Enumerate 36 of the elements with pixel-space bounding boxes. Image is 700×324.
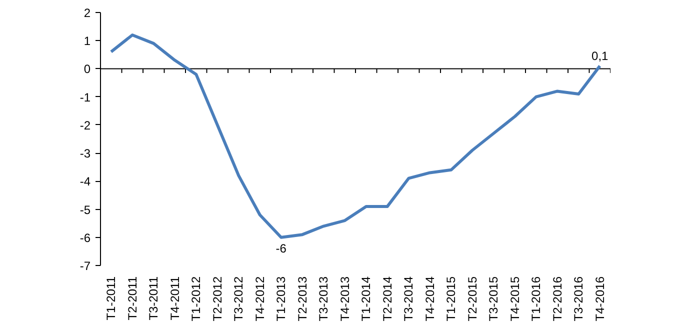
data-label: -6 <box>276 241 287 256</box>
x-tick-label: T4-2011 <box>168 276 182 320</box>
x-tick-label: T3-2016 <box>572 276 586 322</box>
x-tick-label: T4-2016 <box>592 276 607 322</box>
x-tick-label: T1-2014 <box>359 276 374 322</box>
x-tick-label: T3-2015 <box>486 276 501 322</box>
x-tick-label: T3-2012 <box>232 276 246 322</box>
y-tick-label: -7 <box>80 259 91 273</box>
x-tick-label: T2-2016 <box>550 276 564 322</box>
data-label: 0,1 <box>592 48 609 63</box>
x-tick-label: T1-2011 <box>104 276 118 320</box>
y-tick-label: -3 <box>80 146 91 161</box>
x-tick-label: T2-2013 <box>295 276 310 322</box>
y-tick-label: -1 <box>80 90 91 104</box>
x-tick-label: T2-2012 <box>210 276 224 322</box>
x-tick-label: T2-2014 <box>380 276 394 322</box>
y-tick-label: 2 <box>84 6 91 20</box>
y-tick-label: 1 <box>84 34 91 48</box>
x-tick-label: T3-2014 <box>402 276 416 322</box>
x-tick-label: T4-2013 <box>338 276 352 322</box>
x-tick-label: T1-2012 <box>189 276 204 322</box>
x-tick-label: T1-2015 <box>444 276 458 322</box>
x-tick-label: T1-2013 <box>274 276 288 322</box>
x-tick-label: T4-2012 <box>252 276 267 322</box>
y-tick-label: -2 <box>80 118 91 132</box>
x-tick-label: T4-2014 <box>422 276 437 322</box>
y-tick-label: -4 <box>80 174 91 189</box>
x-tick-label: T2-2011 <box>125 276 140 320</box>
x-tick-label: T4-2015 <box>508 276 522 322</box>
y-tick-label: -5 <box>80 202 91 217</box>
x-tick-label: T3-2013 <box>316 276 331 322</box>
y-tick-label: -6 <box>80 230 91 245</box>
y-tick-label: 0 <box>84 62 91 76</box>
x-tick-label: T3-2011 <box>146 276 161 320</box>
x-tick-label: T2-2015 <box>465 276 480 322</box>
x-tick-label: T1-2016 <box>529 276 544 322</box>
